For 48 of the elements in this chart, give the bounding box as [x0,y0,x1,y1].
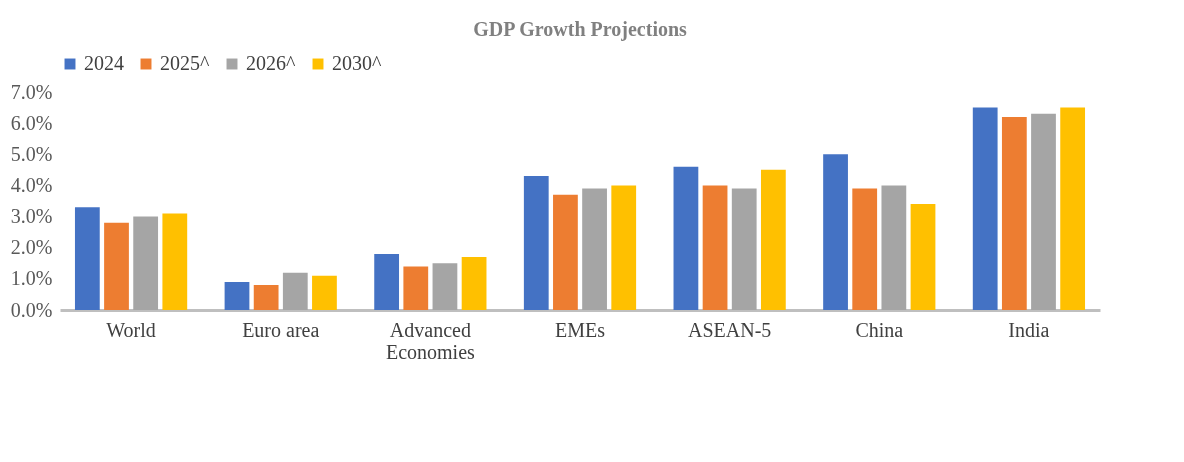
bar [1060,107,1086,310]
legend-label: 2024 [84,52,124,74]
bar [253,285,279,310]
bar [731,188,757,310]
bar [702,185,728,310]
bar [852,188,878,310]
x-tick-label: India [1008,318,1050,341]
bar [432,263,458,310]
bar [611,185,637,310]
bar [74,207,100,310]
bar [582,188,607,310]
bar [312,275,337,310]
bar [523,176,549,310]
y-tick-label: 0.0% [10,298,53,321]
chart-title: GDP Growth Projections [473,18,688,41]
bar [910,204,936,310]
legend-label: 2025^ [160,52,210,74]
bar [403,266,429,310]
x-tick-label: World [106,318,156,341]
legend-label: 2026^ [246,52,296,74]
bar [224,281,250,310]
y-tick-label: 3.0% [10,205,53,228]
x-tick-label: ASEAN-5 [687,318,772,341]
y-tick-label: 6.0% [10,111,53,134]
bar [374,253,400,310]
bar [823,154,848,310]
bar [972,107,998,310]
bar [1001,116,1027,310]
bar [881,185,907,310]
y-tick-label: 2.0% [10,236,53,259]
x-tick-label: EMEs [555,318,606,341]
x-tick-label: Advanced Economies [385,318,476,363]
x-tick-label: Euro area [242,318,320,341]
bar [282,272,308,310]
legend-label: 2030^ [332,52,382,74]
y-tick-label: 5.0% [10,142,53,165]
bar [673,166,699,310]
bar [1031,113,1056,310]
x-tick-label: China [855,318,904,341]
bar [162,213,188,310]
bar [461,257,487,310]
y-tick-label: 1.0% [10,267,53,290]
bar [133,216,159,310]
bar [760,169,786,310]
bar [553,194,578,310]
y-tick-label: 7.0% [10,80,53,103]
y-tick-label: 4.0% [10,173,53,196]
bar [104,222,129,310]
